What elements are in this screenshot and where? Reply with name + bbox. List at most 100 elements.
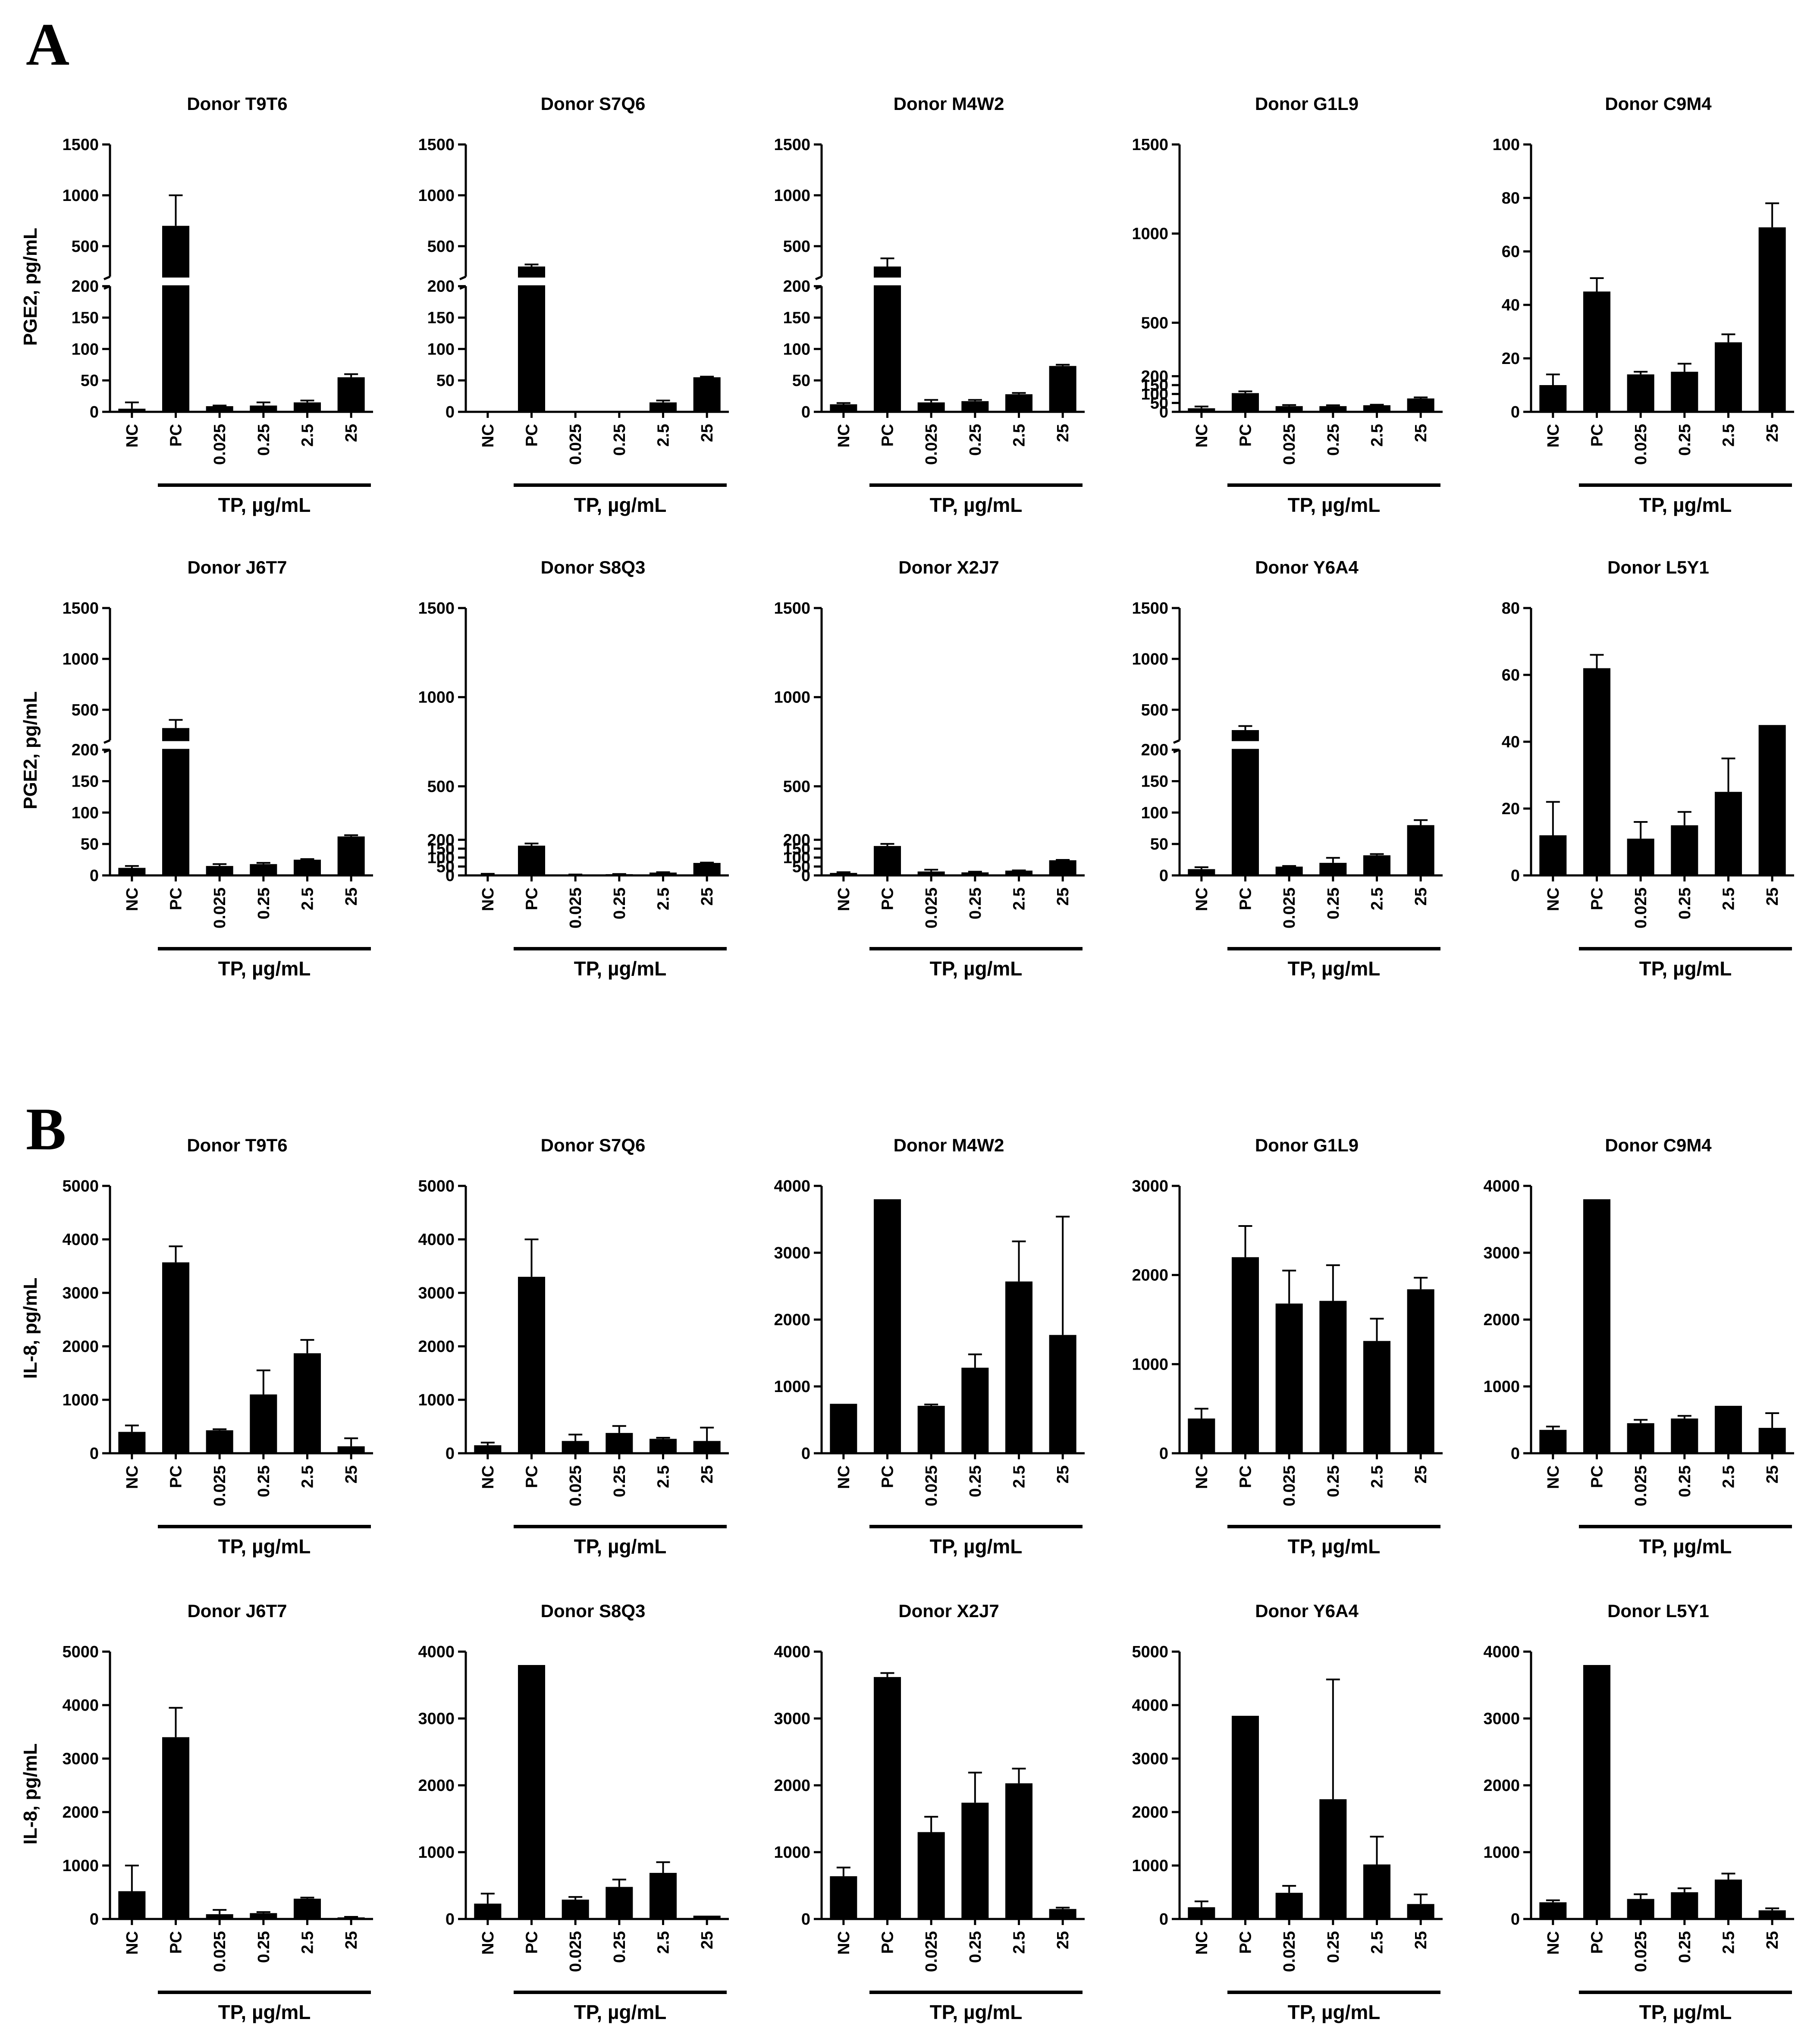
- chart-title: Donor G1L9: [1255, 94, 1359, 114]
- bar-25: [1049, 860, 1076, 875]
- bar-25: [1049, 1335, 1076, 1453]
- x-tick-label: 25: [1764, 1931, 1782, 1949]
- x-tick-label: 25: [698, 1931, 716, 1949]
- x-tick-label: 25: [1412, 424, 1430, 442]
- x-tick-label: 0.025: [567, 887, 585, 928]
- bar-PC: [518, 267, 546, 412]
- y-tick-label: 1000: [62, 650, 99, 668]
- x-tick-label: 0.25: [611, 1465, 629, 1497]
- x-tick-label: 0.25: [966, 887, 985, 919]
- y-tick-label: 50: [1150, 835, 1168, 853]
- bar-0.25: [606, 1887, 633, 1919]
- x-tick-label: 0.25: [966, 1465, 985, 1497]
- x-tick-label: 2.5: [1010, 887, 1029, 910]
- x-tick-label: 25: [698, 887, 716, 906]
- y-tick-label: 500: [427, 238, 455, 256]
- y-tick-label: 1000: [1132, 225, 1168, 243]
- y-tick-label: 100: [783, 340, 810, 358]
- group-label: TP, µg/mL: [218, 1535, 311, 1558]
- x-tick-label: 0.025: [1280, 424, 1299, 465]
- bar-25: [1758, 1910, 1786, 1919]
- x-tick-label: NC: [479, 1465, 497, 1489]
- y-tick-label: 3000: [62, 1750, 99, 1768]
- bar-PC: [1583, 668, 1611, 875]
- axis-break-mark: [459, 276, 466, 280]
- bar-NC: [118, 408, 146, 412]
- x-tick-label: 0.25: [255, 1465, 273, 1497]
- y-tick-label: 3000: [1483, 1244, 1520, 1262]
- axis-break-mark: [104, 739, 110, 744]
- bar-0.025: [1275, 866, 1303, 875]
- y-tick-label: 1500: [62, 599, 99, 618]
- x-tick-label: 0.25: [1324, 1931, 1343, 1963]
- x-tick-label: 0.25: [1324, 887, 1343, 919]
- y-tick-label: 1500: [418, 599, 455, 618]
- x-tick-label: 2.5: [299, 887, 317, 910]
- x-tick-label: 2.5: [299, 424, 317, 447]
- x-tick-label: 25: [1412, 1465, 1430, 1483]
- y-tick-label: 100: [427, 849, 455, 867]
- chart-title: Donor L5Y1: [1607, 557, 1709, 577]
- y-tick-label: 500: [427, 778, 455, 796]
- bar-25: [337, 836, 365, 875]
- y-tick-label: 0: [446, 1445, 455, 1463]
- y-tick-label: 4000: [774, 1643, 810, 1661]
- bar-NC: [830, 404, 857, 412]
- bar-25: [337, 1446, 365, 1453]
- y-tick-label: 3000: [1132, 1750, 1168, 1768]
- y-tick-label: 1000: [62, 1391, 99, 1409]
- y-tick-label: 200: [783, 278, 810, 296]
- y-tick-label: 3000: [774, 1244, 810, 1262]
- y-tick-label: 3000: [62, 1284, 99, 1302]
- bar-0.025: [1627, 1423, 1654, 1453]
- y-axis-label: IL-8, pg/mL: [20, 1743, 41, 1845]
- x-tick-label: PC: [879, 887, 897, 910]
- y-tick-label: 1500: [62, 136, 99, 154]
- x-tick-label: PC: [523, 887, 541, 910]
- x-tick-label: PC: [167, 1931, 185, 1954]
- y-tick-label: 50: [1150, 394, 1168, 412]
- group-label: TP, µg/mL: [574, 1535, 667, 1558]
- bar-NC: [1188, 869, 1215, 875]
- y-tick-label: 4000: [774, 1177, 810, 1195]
- bar-25: [693, 863, 721, 875]
- group-label: TP, µg/mL: [1639, 2001, 1732, 2023]
- x-tick-label: NC: [1544, 887, 1563, 911]
- x-tick-label: 0.25: [1324, 1465, 1343, 1497]
- y-tick-label: 2000: [418, 1338, 455, 1356]
- x-tick-label: 2.5: [1368, 424, 1387, 447]
- y-tick-label: 0: [801, 1910, 810, 1928]
- y-tick-label: 1000: [418, 1391, 455, 1409]
- x-tick-label: NC: [479, 424, 497, 448]
- bar-0.025: [917, 1405, 945, 1453]
- bar-0.025: [917, 402, 945, 412]
- y-tick-label: 0: [446, 867, 455, 885]
- x-tick-label: 0.025: [1280, 887, 1299, 928]
- x-tick-label: 2.5: [1720, 1931, 1738, 1954]
- bar-0.025: [1627, 838, 1654, 875]
- x-tick-label: 0.025: [923, 887, 941, 928]
- bar-2.5: [649, 1439, 677, 1453]
- y-tick-label: 2000: [1132, 1267, 1168, 1285]
- bar-0.025: [1627, 1899, 1654, 1919]
- x-tick-label: 0.025: [211, 1931, 229, 1972]
- y-tick-label: 60: [1502, 666, 1520, 684]
- y-tick-label: 2000: [1483, 1311, 1520, 1329]
- bar-0.25: [250, 405, 277, 412]
- x-tick-label: 25: [342, 887, 361, 906]
- y-tick-label: 1000: [1483, 1378, 1520, 1396]
- chart-B-8: Donor X2J7 0 1000 2000 3000 4000 NC PC 0.025 0.25…: [774, 1601, 1085, 2023]
- y-tick-label: 3000: [418, 1710, 455, 1728]
- y-tick-label: 20: [1502, 800, 1520, 818]
- x-tick-label: 0.025: [1632, 1931, 1650, 1972]
- x-tick-label: PC: [523, 424, 541, 447]
- x-tick-label: 0.025: [1280, 1465, 1299, 1506]
- y-tick-label: 1000: [774, 689, 810, 707]
- bar-2.5: [293, 1353, 321, 1453]
- y-tick-label: 200: [1141, 741, 1168, 759]
- y-tick-label: 500: [72, 701, 99, 719]
- y-tick-label: 200: [427, 278, 455, 296]
- x-tick-label: 0.25: [1676, 424, 1694, 456]
